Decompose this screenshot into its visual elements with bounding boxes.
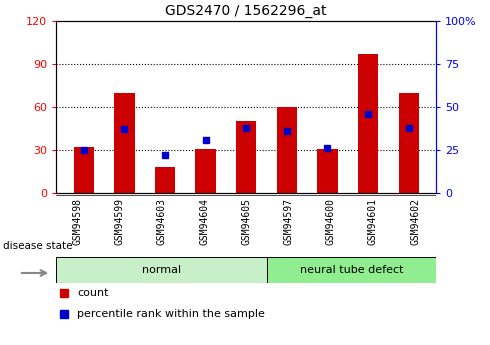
Text: GSM94598: GSM94598 — [73, 198, 82, 245]
Bar — [74, 147, 94, 193]
FancyBboxPatch shape — [56, 257, 268, 283]
Bar — [196, 149, 216, 193]
Text: GSM94601: GSM94601 — [368, 198, 378, 245]
FancyBboxPatch shape — [268, 257, 436, 283]
Text: count: count — [77, 288, 109, 298]
Bar — [114, 92, 135, 193]
Text: GSM94599: GSM94599 — [115, 198, 124, 245]
Text: percentile rank within the sample: percentile rank within the sample — [77, 309, 265, 319]
Title: GDS2470 / 1562296_at: GDS2470 / 1562296_at — [166, 4, 327, 18]
Text: GSM94605: GSM94605 — [241, 198, 251, 245]
Bar — [236, 121, 256, 193]
Bar — [358, 54, 378, 193]
Text: GSM94604: GSM94604 — [199, 198, 209, 245]
Text: neural tube defect: neural tube defect — [300, 265, 403, 275]
Text: GSM94600: GSM94600 — [326, 198, 336, 245]
Text: GSM94602: GSM94602 — [410, 198, 420, 245]
Text: GSM94597: GSM94597 — [283, 198, 294, 245]
Bar — [318, 149, 338, 193]
Text: normal: normal — [142, 265, 181, 275]
Bar — [277, 107, 297, 193]
Bar — [155, 167, 175, 193]
Bar — [398, 92, 419, 193]
Text: disease state: disease state — [3, 241, 72, 251]
Text: GSM94603: GSM94603 — [157, 198, 167, 245]
